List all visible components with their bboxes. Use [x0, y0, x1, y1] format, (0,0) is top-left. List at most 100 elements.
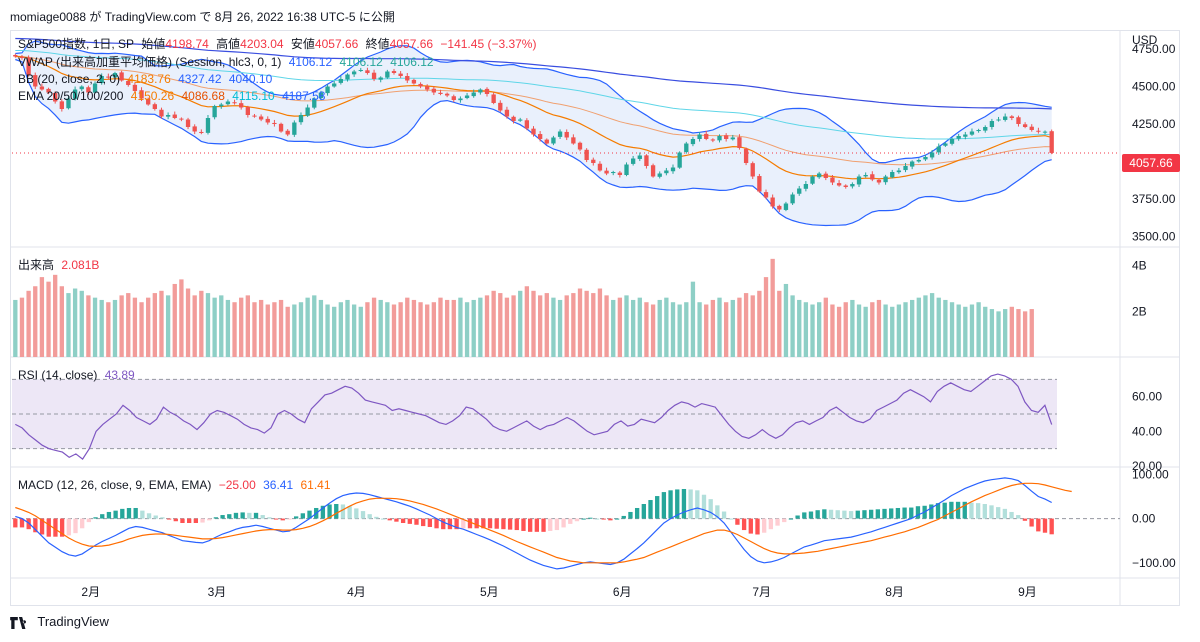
- vwap-legend[interactable]: VWAP (出来高加重平均価格) (Session, hlc3, 0, 1) 4…: [18, 55, 438, 69]
- volume-legend[interactable]: 出来高 2.081B: [18, 258, 103, 272]
- candle-body: [159, 109, 164, 117]
- tradingview-logo-icon: [10, 616, 27, 629]
- ema-legend[interactable]: EMA 20/50/100/200 4150.26 4086.68 4115.1…: [18, 89, 329, 103]
- rsi-legend[interactable]: RSI (14, close) 43.89: [18, 368, 139, 382]
- macd-histogram-bar: [802, 512, 807, 519]
- vwap-value-3: 4106.12: [390, 55, 434, 69]
- candle-body: [26, 57, 31, 75]
- candle-body: [537, 134, 543, 139]
- macd-histogram-bar: [902, 507, 907, 519]
- volume-bar: [491, 290, 496, 357]
- candle-body: [59, 101, 64, 109]
- volume-bar: [365, 302, 370, 357]
- candle-body: [551, 137, 556, 144]
- volume-bar: [358, 306, 363, 357]
- macd-histogram-bar: [588, 517, 593, 519]
- macd-tick-label: 100.00: [1132, 467, 1169, 481]
- bb-legend[interactable]: BB (20, close, 2, 0) 4183.76 4327.42 404…: [18, 72, 276, 86]
- candle-body: [876, 179, 882, 183]
- volume-bar: [850, 299, 855, 357]
- candle-body: [212, 106, 217, 118]
- candle-body: [232, 102, 237, 104]
- candle-body: [126, 80, 131, 85]
- volume-bar: [411, 299, 417, 357]
- volume-bar: [564, 295, 569, 357]
- macd-histogram-bar: [146, 513, 152, 519]
- publish-caption: momiage0088 が TradingView.com で 8月 26, 2…: [10, 10, 395, 24]
- price-legend-ohlc: S&P500指数, 1日, SP 始値4198.74 高値4203.04 安値4…: [18, 37, 540, 51]
- volume-pane: 4B 2B: [13, 259, 1147, 357]
- macd-legend[interactable]: MACD (12, 26, close, 9, EMA, EMA) −25.00…: [18, 478, 335, 492]
- volume-bar: [345, 299, 350, 357]
- candle-body: [896, 170, 902, 173]
- volume-bar: [963, 306, 968, 357]
- volume-bar: [391, 304, 397, 357]
- candle-body: [498, 102, 503, 111]
- candle-body: [285, 130, 290, 135]
- volume-bar: [225, 299, 231, 357]
- candle-body: [1009, 116, 1014, 118]
- macd-histogram-bar: [80, 518, 85, 529]
- volume-bar: [870, 302, 875, 357]
- macd-histogram-bar: [1016, 515, 1021, 519]
- macd-histogram-bar: [39, 518, 45, 535]
- symbol-label[interactable]: S&P500指数, 1日, SP: [18, 37, 135, 51]
- volume-bar: [943, 299, 948, 357]
- macd-histogram-bar: [527, 518, 533, 532]
- macd-histogram-bar: [541, 518, 546, 532]
- ema20-value: 4150.26: [130, 89, 175, 103]
- macd-histogram-bar: [507, 518, 513, 530]
- macd-histogram-bar: [461, 518, 466, 529]
- volume-bar: [584, 290, 589, 357]
- candle-body: [305, 107, 310, 116]
- candle-body: [730, 137, 735, 140]
- macd-histogram-bar: [227, 514, 232, 519]
- macd-tick-label: 0.00: [1132, 512, 1156, 526]
- candle-body: [677, 152, 682, 168]
- volume-bar: [285, 306, 290, 357]
- volume-bar: [146, 297, 151, 357]
- candle-body: [312, 98, 317, 108]
- macd-histogram-bar: [1029, 518, 1034, 527]
- ema100-line: [15, 50, 1052, 140]
- volume-tick-label: 4B: [1132, 259, 1147, 273]
- volume-bar: [876, 299, 882, 357]
- macd-histogram-bar: [855, 510, 860, 519]
- macd-histogram-bar: [741, 518, 747, 531]
- candle-body: [265, 118, 270, 123]
- candle-body: [1003, 116, 1008, 120]
- macd-histogram-bar: [414, 518, 419, 525]
- ema100-value: 4115.10: [232, 89, 275, 103]
- macd-histogram-bar: [1036, 518, 1041, 532]
- candle-body: [146, 98, 151, 105]
- volume-bar: [378, 299, 383, 357]
- macd-histogram-bar: [46, 518, 51, 537]
- candle-body: [910, 161, 915, 167]
- volume-bar: [630, 299, 636, 357]
- volume-bar: [690, 281, 696, 357]
- candle-body: [624, 164, 629, 175]
- macd-histogram-bar: [380, 518, 386, 520]
- time-tick-label: 5月: [480, 585, 499, 599]
- macd-histogram-bar: [300, 513, 305, 519]
- candle-body: [969, 131, 975, 135]
- volume-bar: [697, 302, 702, 357]
- candle-body: [172, 114, 177, 118]
- candle-body: [723, 135, 729, 139]
- macd-histogram-bar: [387, 518, 392, 521]
- macd-histogram-bar: [735, 518, 740, 525]
- volume-bar: [637, 297, 642, 357]
- candle-body: [33, 75, 38, 87]
- macd-histogram-bar: [33, 518, 38, 533]
- macd-histogram-bar: [655, 496, 660, 519]
- candle-body: [903, 166, 908, 171]
- volume-bar: [664, 297, 669, 357]
- macd-histogram-bar: [59, 518, 65, 537]
- volume-bar: [611, 299, 616, 357]
- candle-body: [737, 137, 742, 148]
- volume-bar: [458, 297, 463, 357]
- time-tick-label: 8月: [885, 585, 904, 599]
- volume-bar: [1009, 306, 1014, 357]
- volume-bar: [524, 286, 530, 357]
